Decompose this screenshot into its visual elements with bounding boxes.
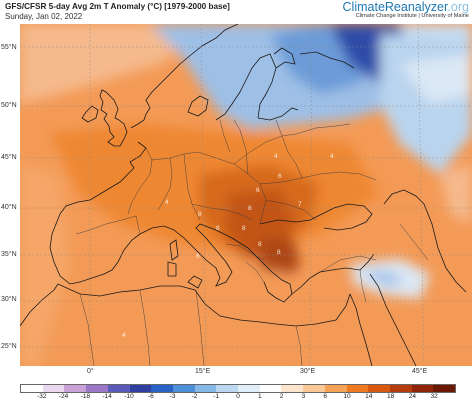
lat-label-50: 50°N — [1, 102, 17, 109]
value-label: 6 — [256, 187, 260, 194]
colorbar-swatch — [389, 385, 412, 392]
lon-label-30e: 30°E — [300, 368, 316, 375]
colorbar-swatch — [281, 385, 304, 392]
colorbar-swatch — [346, 385, 369, 392]
colorbar-tick-label: 18 — [386, 393, 395, 400]
colorbar-swatch — [433, 385, 456, 392]
colorbar-tick-label: -18 — [80, 393, 91, 400]
value-label: 8 — [248, 205, 252, 212]
colorbar-swatch — [64, 385, 87, 392]
colorbar-swatch — [259, 385, 282, 392]
brand-logo[interactable]: ClimateReanalyzer.org — [343, 0, 469, 14]
value-label: 6 — [196, 253, 200, 260]
value-label: 4 — [330, 153, 334, 160]
anomaly-value-labels: 4 8 6 8 8 8 8 6 7 8 6 4 4 4 — [122, 153, 334, 339]
lat-label-35: 35°N — [1, 251, 17, 258]
value-label: 4 — [274, 153, 278, 160]
lat-label-40: 40°N — [1, 204, 17, 211]
colorbar-swatch — [151, 385, 173, 392]
anomaly-field — [20, 24, 472, 366]
lat-label-30: 30°N — [1, 296, 17, 303]
anomaly-map: 4 8 6 8 8 8 8 6 7 8 6 4 4 4 — [20, 24, 472, 366]
colorbar-swatch — [42, 385, 65, 392]
colorbar-swatch — [21, 385, 43, 392]
value-label: 8 — [216, 225, 220, 232]
colorbar-tick-label: 10 — [343, 393, 351, 400]
colorbar-tick-label: 2 — [279, 393, 284, 400]
colorbar-tick-label: 1 — [257, 393, 262, 400]
colorbar-tick-label: -10 — [124, 393, 134, 400]
lat-label-25: 25°N — [1, 343, 17, 350]
colorbar-swatch — [324, 385, 347, 392]
brand-name: ClimateReanalyzer — [342, 0, 448, 14]
colorbar-labels: -32 -24 -18 -14 -10 -6 -3 -2 -1 0 1 2 3 6 10 14 18 24 32 — [20, 393, 456, 402]
colorbar-tick-label: -32 — [37, 393, 47, 400]
lat-label-55: 55°N — [1, 44, 17, 51]
colorbar-swatch — [303, 385, 325, 392]
colorbar-swatch — [86, 385, 108, 392]
map-canvas: 4 8 6 8 8 8 8 6 7 8 6 4 4 4 — [20, 24, 472, 366]
value-label: 4 — [122, 332, 126, 339]
value-label: 8 — [242, 225, 246, 232]
colorbar-tick-label: -24 — [58, 393, 69, 400]
colorbar-tick-label: 24 — [408, 393, 417, 400]
colorbar-tick-label: -2 — [191, 393, 198, 400]
lon-label-45e: 45°E — [412, 368, 428, 375]
colorbar-tick-label: -3 — [169, 393, 176, 400]
colorbar-swatch — [194, 385, 217, 392]
value-label: 8 — [277, 249, 281, 256]
graticule — [20, 24, 472, 366]
colorbar-tick-label: -6 — [147, 393, 154, 400]
map-title: GFS/CFSR 5-day Avg 2m T Anomaly (°C) [19… — [5, 2, 230, 11]
colorbar-tick-label: -14 — [102, 393, 112, 400]
colorbar-tick-label: 3 — [301, 393, 306, 400]
lat-label-45: 45°N — [1, 154, 17, 161]
colorbar — [20, 384, 456, 393]
value-label: 4 — [165, 199, 169, 206]
lon-label-0: 0° — [87, 368, 94, 375]
value-label: 6 — [278, 173, 282, 180]
colorbar-tick-label: 32 — [430, 393, 438, 400]
colorbar-swatch — [238, 385, 260, 392]
value-label: 8 — [258, 241, 262, 248]
colorbar-swatch — [129, 385, 152, 392]
colorbar-swatch — [216, 385, 239, 392]
colorbar-swatch — [107, 385, 130, 392]
value-label: 8 — [198, 211, 202, 218]
colorbar-tick-label: 14 — [365, 393, 373, 400]
map-date: Sunday, Jan 02, 2022 — [5, 12, 83, 21]
brand-subtitle: Climate Change Institute | University of… — [355, 13, 469, 19]
brand-tld: .org — [447, 0, 469, 14]
value-label: 7 — [298, 201, 302, 208]
lon-label-15e: 15°E — [195, 368, 211, 375]
colorbar-swatch — [368, 385, 390, 392]
colorbar-tick-label: 6 — [323, 393, 327, 400]
colorbar-swatch — [411, 385, 434, 392]
header: GFS/CFSR 5-day Avg 2m T Anomaly (°C) [19… — [0, 0, 474, 24]
coastlines — [20, 24, 467, 366]
colorbar-tick-label: 0 — [236, 393, 240, 400]
colorbar-tick-label: -1 — [213, 393, 220, 400]
colorbar-swatch — [172, 385, 195, 392]
